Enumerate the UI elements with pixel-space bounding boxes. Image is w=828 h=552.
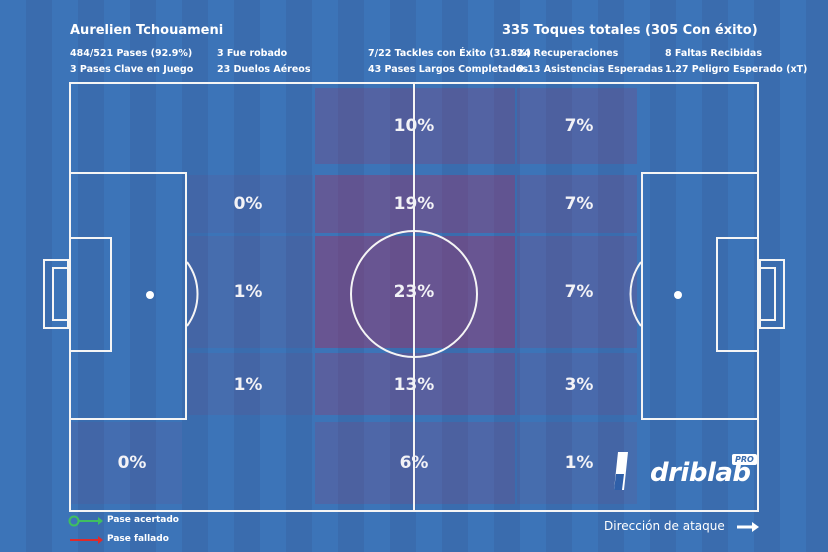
- stat-recoveries: 24 Recuperaciones: [517, 48, 619, 59]
- driblab-mark-icon: [614, 452, 628, 490]
- zone-r2c1: [188, 236, 313, 348]
- stat-key-passes: 3 Pases Clave en Juego: [70, 64, 194, 75]
- zone-pct: 0%: [117, 453, 147, 473]
- stat-fouls-received: 8 Faltas Recibidas: [665, 48, 762, 59]
- attack-direction-label: Dirección de ataque: [604, 519, 725, 533]
- zone-pct: 23%: [393, 282, 435, 302]
- zone-r4c0: [70, 422, 182, 504]
- right-goal-area: [716, 237, 759, 352]
- legend-fail-label: Pase fallado: [107, 534, 169, 544]
- zone-pct: 7%: [564, 282, 594, 302]
- stat-expected-threat: 1.27 Peligro Esperado (xT): [665, 64, 808, 75]
- legend-success-label: Pase acertado: [107, 515, 179, 525]
- zone-r1c3: [517, 175, 637, 233]
- zone-pct: 1%: [233, 375, 263, 395]
- zone-pct: 13%: [393, 375, 435, 395]
- stat-expected-assists: 0.13 Asistencias Esperadas: [517, 64, 664, 75]
- zone-pct: 0%: [233, 194, 263, 214]
- attack-direction-arrow-icon: [737, 522, 759, 532]
- zone-r4c2: [315, 422, 515, 504]
- stat-passes: 484/521 Pases (92.9%): [70, 48, 193, 59]
- zone-r2c2: [315, 236, 515, 348]
- stat-long-passes: 43 Pases Largos Completados: [368, 64, 528, 75]
- left-goal-area: [69, 237, 112, 352]
- zone-r1c1: [188, 175, 313, 233]
- pro-badge: PRO: [732, 454, 757, 465]
- zone-pct: 6%: [399, 453, 429, 473]
- zone-r3c3: [517, 353, 637, 415]
- zone-pct: 7%: [564, 116, 594, 136]
- zone-pct: 7%: [564, 194, 594, 214]
- zone-pct: 3%: [564, 375, 594, 395]
- zone-r2c3: [517, 236, 637, 348]
- zone-pct: 19%: [393, 194, 435, 214]
- zone-r3c1: [188, 353, 313, 415]
- halfway-line: [413, 82, 415, 512]
- zone-pct: 10%: [393, 116, 435, 136]
- zone-r3c2: [315, 353, 515, 415]
- zone-r1c2: [315, 175, 515, 233]
- stat-dispossessed: 3 Fue robado: [217, 48, 288, 59]
- pass-fail-arrow-icon: [70, 536, 103, 544]
- zone-pct: 1%: [233, 282, 263, 302]
- pass-success-arrow-icon: [68, 515, 103, 527]
- player-name: Aurelien Tchouameni: [70, 23, 224, 38]
- stat-tackles: 7/22 Tackles con Éxito (31.8%): [368, 48, 532, 59]
- total-touches: 335 Toques totales (305 Con éxito): [502, 23, 758, 38]
- zone-r0c2: [315, 88, 515, 164]
- zone-r0c3: [517, 88, 637, 164]
- zone-pct: 1%: [564, 453, 594, 473]
- stat-aerial-duels: 23 Duelos Aéreos: [217, 64, 311, 75]
